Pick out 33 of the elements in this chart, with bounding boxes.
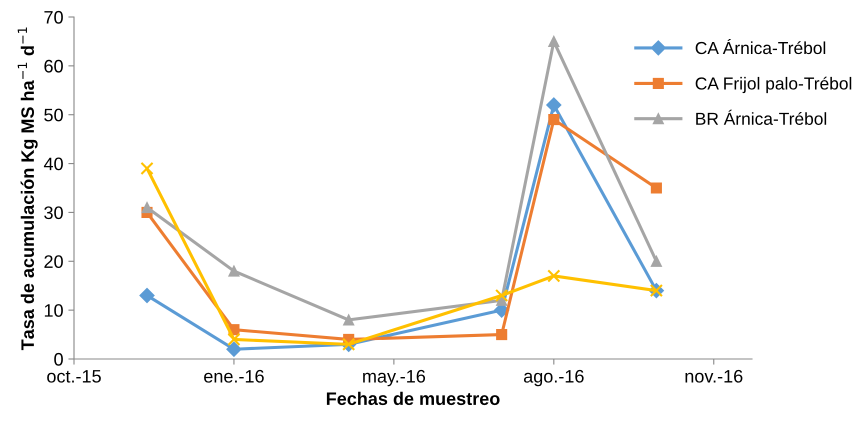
point <box>496 329 508 340</box>
y-tick-label: 10 <box>44 304 63 317</box>
y-tick-label: 30 <box>44 206 63 220</box>
y-tick-label: 20 <box>44 255 63 268</box>
point <box>546 97 562 113</box>
point <box>650 182 662 194</box>
point <box>139 288 155 304</box>
point <box>495 288 508 302</box>
point <box>547 269 560 283</box>
x-axis-title: Fechas de muestreo <box>326 392 500 406</box>
x-tick-label: ene.-16 <box>204 370 264 383</box>
x-tick-label: nov.-16 <box>686 370 742 383</box>
point <box>548 36 560 47</box>
y-tick-label: 40 <box>44 158 63 170</box>
x-tick-label: may.-16 <box>363 370 426 386</box>
point <box>548 114 560 126</box>
y-tick-label: 60 <box>44 60 63 73</box>
point <box>650 256 662 267</box>
y-tick-label: 0 <box>54 352 63 366</box>
point <box>141 202 153 214</box>
point <box>227 332 241 346</box>
y-tick-label: 70 <box>44 10 63 24</box>
point <box>228 266 240 277</box>
point <box>140 162 154 176</box>
x-tick-label: ago.-16 <box>524 370 584 386</box>
point <box>343 314 354 326</box>
legend-label: CA Árnica-Trébol <box>696 38 826 54</box>
y-axis-title: Tasa de acumulación Kg MS ha$^{−1}$ d$^{−1}$ <box>18 27 38 350</box>
point <box>226 342 242 357</box>
x-tick-label: oct.-15 <box>47 370 101 383</box>
y-tick-label: 50 <box>44 108 63 122</box>
legend-label: CA Frijol palo-Trébol <box>696 76 852 94</box>
legend-label: BR Árnica-Trébol <box>696 110 826 125</box>
